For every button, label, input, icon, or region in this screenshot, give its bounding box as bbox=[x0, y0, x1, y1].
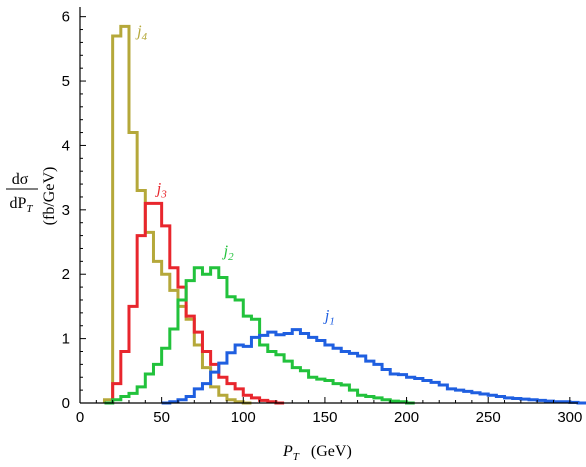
series-j2-line bbox=[104, 266, 415, 405]
x-tick-label: 100 bbox=[231, 409, 256, 426]
y-tick-label: 3 bbox=[62, 202, 70, 219]
x-axis-title-sub: T bbox=[293, 451, 300, 463]
y-axis-title-denominator-sub: T bbox=[26, 203, 33, 215]
y-tick-label: 5 bbox=[62, 73, 70, 90]
x-tick-label: 200 bbox=[394, 409, 419, 426]
series-j4-line bbox=[102, 24, 252, 405]
label-layer: j4 j3 j2 j1 bbox=[135, 23, 335, 328]
y-axis-title-denominator: dP bbox=[9, 195, 26, 212]
series-j2-label: j2 bbox=[222, 243, 234, 263]
series-j3-label: j3 bbox=[155, 181, 167, 201]
x-tick-label: 0 bbox=[76, 409, 84, 426]
x-axis-title-main: P bbox=[282, 443, 293, 460]
y-axis-title-unit: (fb/GeV) bbox=[41, 167, 58, 226]
x-axis-title-unit: (GeV) bbox=[311, 443, 352, 460]
x-tick-label: 50 bbox=[153, 409, 170, 426]
y-axis-title-numerator: dσ bbox=[12, 171, 29, 188]
tick-layer: 0 50 100 150 200 250 300 0 1 2 3 4 5 6 bbox=[62, 9, 583, 426]
series-layer bbox=[102, 24, 586, 405]
series-j4-label: j4 bbox=[135, 23, 147, 43]
series-j1-line bbox=[161, 328, 586, 405]
y-tick-label: 1 bbox=[62, 331, 70, 348]
y-tick-label: 4 bbox=[62, 137, 70, 154]
x-tick-label: 150 bbox=[312, 409, 337, 426]
y-tick-label: 0 bbox=[62, 395, 70, 412]
series-j3-line bbox=[104, 201, 285, 405]
svg-text:dσ: dσ bbox=[12, 171, 29, 188]
x-axis-title: PT (GeV) bbox=[282, 443, 352, 463]
y-axis-title: dσ dPT (fb/GeV) bbox=[6, 167, 58, 226]
x-tick-label: 250 bbox=[476, 409, 501, 426]
series-j1-label: j1 bbox=[323, 308, 335, 328]
x-tick-label: 300 bbox=[557, 409, 582, 426]
y-tick-label: 2 bbox=[62, 266, 70, 283]
axis-layer bbox=[79, 7, 578, 404]
y-tick-label: 6 bbox=[62, 9, 70, 26]
svg-text:dPT: dPT bbox=[9, 195, 33, 215]
